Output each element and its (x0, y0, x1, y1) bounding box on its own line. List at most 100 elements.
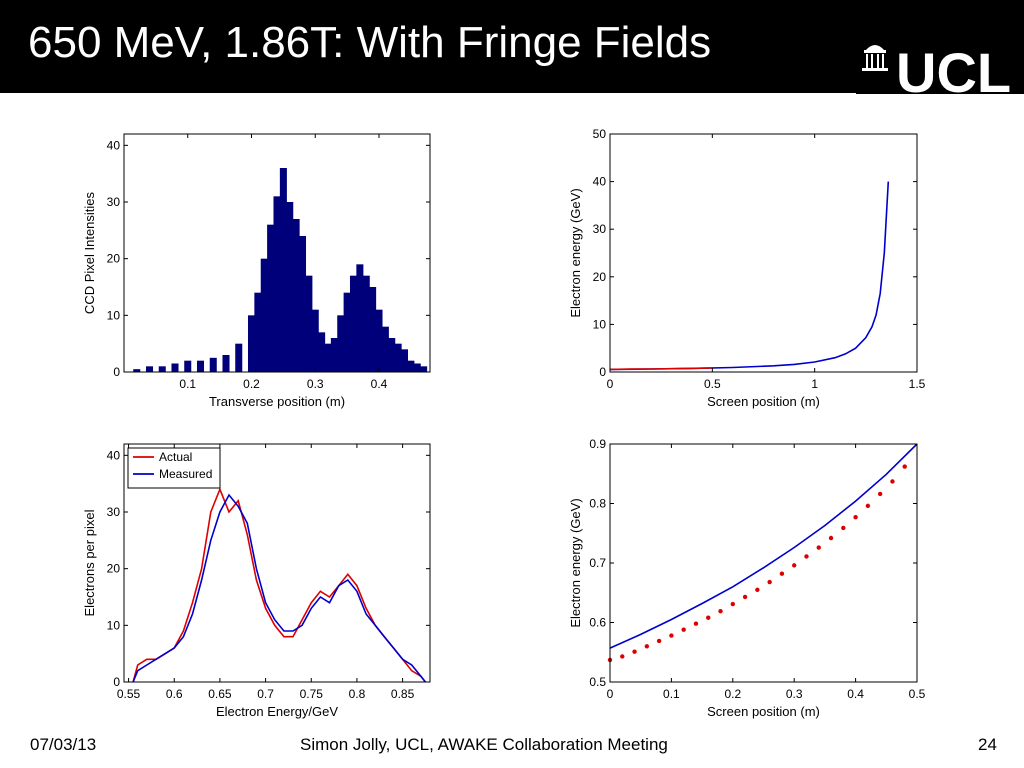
legend-label: Measured (159, 467, 212, 481)
actual-line (132, 487, 427, 683)
histogram-bar (222, 355, 230, 372)
series-line (609, 367, 713, 371)
histogram-bar (298, 236, 307, 372)
y-tick-label: 10 (107, 308, 121, 322)
y-tick-label: 0.7 (589, 556, 606, 570)
scatter-point (755, 587, 760, 592)
histogram-bar (324, 343, 332, 372)
histogram-bar (254, 292, 262, 372)
scatter-point (828, 535, 834, 541)
scatter-point (632, 649, 637, 654)
logo-text: UCL (896, 44, 1011, 94)
x-tick-label: 0.4 (847, 687, 864, 701)
scatter-point (669, 633, 674, 638)
histogram-bar (349, 275, 358, 372)
x-tick-label: 0.8 (349, 687, 366, 701)
histogram-bar (420, 366, 428, 372)
histogram-bar (145, 366, 154, 372)
slide-title: 650 MeV, 1.86T: With Fringe Fields (28, 18, 712, 67)
scatter-point (767, 579, 772, 585)
histogram-bar (184, 360, 192, 372)
histogram-bar (400, 349, 409, 372)
histogram-bar (305, 275, 313, 372)
scatter-point (718, 608, 723, 614)
y-tick-label: 0 (599, 365, 606, 379)
x-tick-label: 0.1 (179, 377, 196, 391)
scatter-point (877, 491, 883, 497)
plot-frame (609, 443, 918, 683)
x-tick-label: 0.4 (371, 377, 388, 391)
x-tick-label: 0 (607, 687, 614, 701)
plot-frame (609, 133, 918, 373)
x-tick-label: 0.3 (307, 377, 324, 391)
x-tick-label: 0.3 (786, 687, 803, 701)
scatter-point (693, 621, 699, 626)
scatter-point (792, 563, 797, 568)
histogram-bar (133, 369, 141, 372)
y-tick-label: 20 (107, 252, 121, 266)
histogram-bar (394, 343, 402, 372)
histogram-bar (356, 264, 364, 372)
y-tick-label: 30 (593, 222, 607, 236)
x-tick-label: 0.7 (257, 687, 274, 701)
histogram-bar (413, 363, 421, 372)
x-tick-label: 0.2 (243, 377, 260, 391)
portico-icon (862, 45, 888, 71)
histogram-bar (330, 338, 338, 372)
histogram-bar (318, 332, 326, 372)
x-tick-label: 0.6 (166, 687, 183, 701)
energy-vs-screen-zoom-chart: 0 0.1 0.2 0.3 0.4 0.5 0.5 0.6 0.7 0.8 0.9 Screen po… (568, 437, 926, 719)
histogram-bar (247, 315, 256, 372)
x-tick-label: 0.5 (704, 377, 721, 391)
series-line (609, 443, 918, 649)
scatter-point (681, 627, 686, 632)
x-tick-label: 1.5 (909, 377, 926, 391)
x-tick-label: 0.85 (391, 687, 415, 701)
y-tick-label: 0.6 (589, 616, 606, 630)
histogram-bar (279, 168, 287, 372)
y-tick-label: 40 (107, 138, 121, 152)
footer-credit: Simon Jolly, UCL, AWAKE Collaboration Me… (300, 735, 668, 754)
ccd-intensity-histogram: 0.1 0.2 0.3 0.4 0 10 20 30 40 Transverse position… (82, 133, 431, 409)
y-tick-label: 0 (113, 365, 120, 379)
scatter-point (620, 654, 625, 659)
legend-label: Actual (159, 450, 192, 464)
histogram-bar (286, 202, 294, 372)
scatter-point (890, 479, 895, 484)
y-tick-label: 0.5 (589, 675, 606, 689)
x-tick-label: 0.65 (208, 687, 232, 701)
y-tick-label: 40 (107, 448, 121, 462)
slide-header: 650 MeV, 1.86T: With Fringe Fields UCL (0, 0, 1024, 94)
scatter-point (779, 571, 785, 576)
y-axis-label: Electron energy (GeV) (568, 188, 583, 317)
x-axis-label: Screen position (m) (707, 704, 820, 719)
y-axis-label: Electron energy (GeV) (568, 498, 583, 627)
histogram-bar (381, 326, 389, 372)
x-tick-label: 1 (811, 377, 818, 391)
histogram-bar (311, 309, 319, 372)
histogram-bar (337, 315, 345, 372)
plot-frame (123, 133, 431, 373)
histogram-bar (196, 360, 205, 372)
y-tick-label: 50 (593, 127, 607, 141)
x-tick-label: 0.2 (724, 687, 741, 701)
ucl-logo: UCL (856, 44, 1024, 94)
histogram-bar (292, 219, 300, 372)
scatter-point (742, 594, 748, 600)
histogram-bar (209, 357, 217, 372)
y-tick-label: 30 (107, 505, 121, 519)
scatter-point (656, 638, 662, 644)
y-tick-label: 10 (593, 317, 607, 331)
measured-line (132, 493, 427, 683)
histogram-bar (375, 309, 383, 372)
histogram-bar (273, 196, 281, 372)
scatter-point (706, 615, 711, 620)
electrons-per-pixel-chart: 0.55 0.6 0.65 0.7 0.75 0.8 0.85 0 10 20 30 40 Electr… (82, 443, 431, 719)
legend-box (127, 447, 221, 489)
scatter-point (902, 464, 907, 469)
scatter-point (816, 545, 821, 550)
y-tick-label: 20 (107, 562, 121, 576)
energy-vs-screen-chart: 0 0.5 1 1.5 0 10 20 30 40 50 Screen position (m) El… (568, 127, 926, 409)
x-tick-label: 0.1 (663, 687, 680, 701)
x-tick-label: 0.5 (909, 687, 926, 701)
